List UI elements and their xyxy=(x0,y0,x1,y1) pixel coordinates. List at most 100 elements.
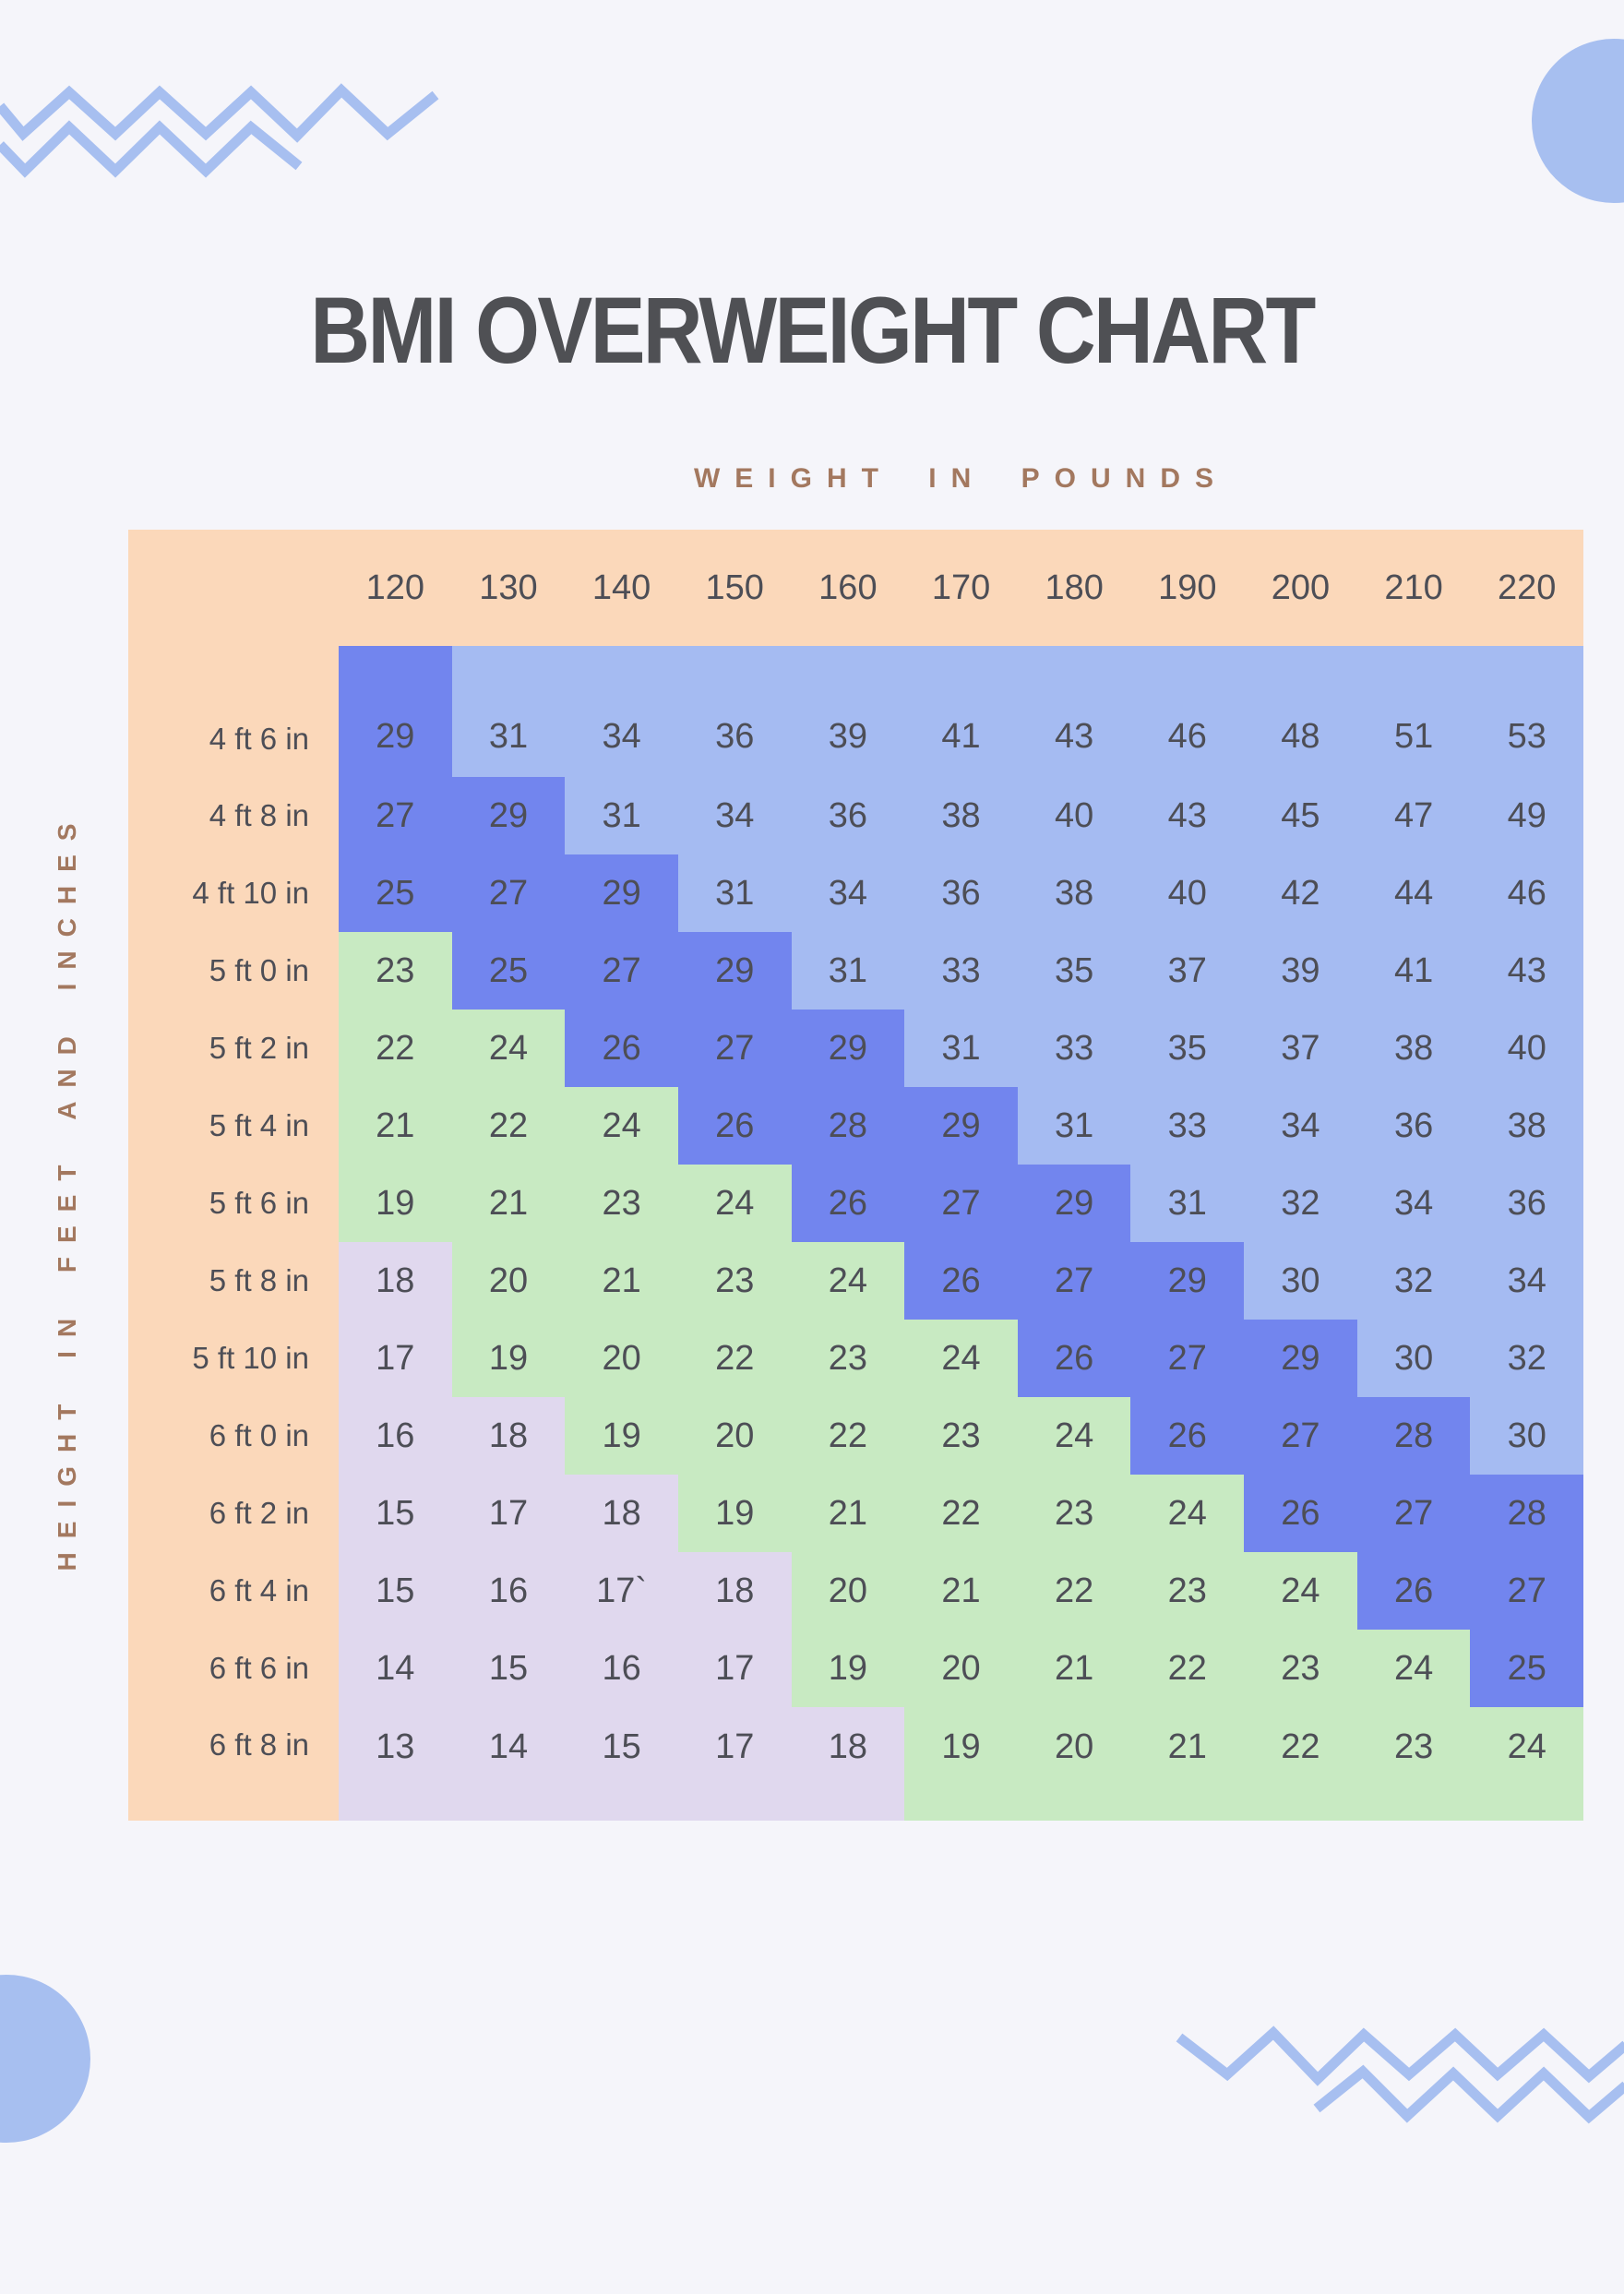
bmi-cell: 44 xyxy=(1356,854,1471,932)
bmi-cell: 31 xyxy=(565,777,678,854)
row-label: 5 ft 10 in xyxy=(128,1320,339,1397)
bmi-cell: 17 xyxy=(451,1475,566,1552)
column-header: 190 xyxy=(1158,568,1217,607)
bmi-cell: 29 xyxy=(677,932,792,1010)
bmi-cell: 20 xyxy=(565,1320,678,1397)
bmi-cell: 23 xyxy=(339,932,452,1010)
row-label: 4 ft 8 in xyxy=(128,777,339,854)
column-header: 180 xyxy=(1045,568,1104,607)
bmi-cell: 15 xyxy=(451,1630,566,1707)
bmi-cell: 36 xyxy=(677,646,792,777)
bmi-cell: 29 xyxy=(1130,1242,1245,1320)
bmi-cell: 22 xyxy=(1017,1552,1131,1630)
table-row: 6 ft 4 in 15 16 17` 18 20 21 22 23 24 26 27 xyxy=(128,1552,1584,1630)
bmi-cell: 24 xyxy=(1017,1397,1131,1475)
bmi-cell: 26 xyxy=(904,1242,1018,1320)
bmi-cell: 26 xyxy=(677,1087,792,1165)
bmi-cell: 53 xyxy=(1470,646,1584,777)
bmi-cell: 19 xyxy=(677,1475,792,1552)
bmi-cell: 22 xyxy=(451,1087,566,1165)
bmi-cell: 27 xyxy=(1470,1552,1584,1630)
bmi-cell: 46 xyxy=(1470,854,1584,932)
table-row: 5 ft 0 in 23 25 27 29 31 33 35 37 39 41 43 xyxy=(128,932,1584,1010)
bmi-cell: 24 xyxy=(904,1320,1018,1397)
bmi-cell: 24 xyxy=(565,1087,678,1165)
y-axis-label: HEIGHT IN FEET AND INCHES xyxy=(53,809,81,1571)
bmi-cell: 37 xyxy=(1244,1010,1357,1087)
row-label: 6 ft 4 in xyxy=(128,1552,339,1630)
bmi-cell: 38 xyxy=(1017,854,1131,932)
bmi-cell: 39 xyxy=(1244,932,1357,1010)
column-header: 160 xyxy=(818,568,878,607)
bmi-cell: 21 xyxy=(1130,1707,1245,1821)
bmi-cell: 45 xyxy=(1244,777,1357,854)
table-row: 6 ft 0 in 16 18 19 20 22 23 24 26 27 28 30 xyxy=(128,1397,1584,1475)
bmi-cell: 34 xyxy=(1356,1165,1471,1242)
bmi-cell: 46 xyxy=(1130,646,1245,777)
bmi-cell: 26 xyxy=(1130,1397,1245,1475)
bmi-cell: 42 xyxy=(1244,854,1357,932)
row-label: 5 ft 2 in xyxy=(128,1010,339,1087)
corner-cell xyxy=(128,530,339,646)
bmi-cell: 31 xyxy=(1017,1087,1131,1165)
bmi-cell: 14 xyxy=(451,1707,566,1821)
row-label: 5 ft 6 in xyxy=(128,1165,339,1242)
table-row: 5 ft 6 in 19 21 23 24 26 27 29 31 32 34 36 xyxy=(128,1165,1584,1242)
bmi-cell: 16 xyxy=(339,1397,452,1475)
bmi-cell: 34 xyxy=(677,777,792,854)
bmi-cell: 13 xyxy=(339,1707,452,1821)
bmi-cell: 20 xyxy=(451,1242,566,1320)
row-label: 5 ft 0 in xyxy=(128,932,339,1010)
bmi-cell: 28 xyxy=(1356,1397,1471,1475)
bmi-cell: 27 xyxy=(1244,1397,1357,1475)
bmi-cell: 27 xyxy=(1130,1320,1245,1397)
bmi-cell: 20 xyxy=(791,1552,905,1630)
bmi-cell: 19 xyxy=(339,1165,452,1242)
bmi-cell: 33 xyxy=(1017,1010,1131,1087)
bmi-cell: 27 xyxy=(451,854,566,932)
column-header: 120 xyxy=(365,568,425,607)
row-label: 6 ft 6 in xyxy=(128,1630,339,1707)
bmi-cell: 30 xyxy=(1356,1320,1471,1397)
bmi-cell: 22 xyxy=(339,1010,452,1087)
x-axis-label: WEIGHT IN POUNDS xyxy=(693,463,1228,494)
weight-header-row: 120 130 140 150 160 170 180 190 200 210 220 xyxy=(128,530,1583,646)
bmi-cell: 51 xyxy=(1356,646,1471,777)
row-label: 6 ft 0 in xyxy=(128,1397,339,1475)
bmi-cell: 40 xyxy=(1130,854,1245,932)
row-label: 5 ft 8 in xyxy=(128,1242,339,1320)
bmi-cell: 30 xyxy=(1244,1242,1357,1320)
bmi-cell: 24 xyxy=(1356,1630,1471,1707)
bmi-cell: 26 xyxy=(791,1165,905,1242)
bmi-cell: 29 xyxy=(339,646,452,777)
bmi-cell: 25 xyxy=(1470,1630,1584,1707)
bmi-cell: 26 xyxy=(1017,1320,1131,1397)
bmi-cell: 22 xyxy=(904,1475,1018,1552)
column-header: 170 xyxy=(931,568,991,607)
bmi-cell: 24 xyxy=(677,1165,792,1242)
bmi-cell: 29 xyxy=(791,1010,905,1087)
bmi-cell: 22 xyxy=(1130,1630,1245,1707)
bmi-cell: 41 xyxy=(1356,932,1471,1010)
bmi-cell: 16 xyxy=(451,1552,566,1630)
bmi-cell: 31 xyxy=(791,932,905,1010)
bmi-cell: 36 xyxy=(1356,1087,1471,1165)
row-label: 6 ft 8 in xyxy=(128,1707,339,1821)
bmi-cell: 19 xyxy=(904,1707,1018,1821)
bmi-cell: 19 xyxy=(565,1397,678,1475)
bmi-cell: 21 xyxy=(791,1475,905,1552)
bmi-cell: 28 xyxy=(791,1087,905,1165)
bmi-cell: 34 xyxy=(1244,1087,1357,1165)
bmi-cell: 49 xyxy=(1470,777,1584,854)
bmi-cell: 18 xyxy=(677,1552,792,1630)
bmi-cell: 26 xyxy=(1244,1475,1357,1552)
bmi-cell: 23 xyxy=(565,1165,678,1242)
bmi-cell: 17` xyxy=(565,1552,678,1630)
bmi-cell: 27 xyxy=(1356,1475,1471,1552)
bmi-cell: 41 xyxy=(904,646,1018,777)
bmi-cell: 22 xyxy=(791,1397,905,1475)
bmi-cell: 17 xyxy=(677,1630,792,1707)
bmi-cell: 36 xyxy=(1470,1165,1584,1242)
bmi-cell: 28 xyxy=(1470,1475,1584,1552)
bmi-cell: 38 xyxy=(1470,1087,1584,1165)
